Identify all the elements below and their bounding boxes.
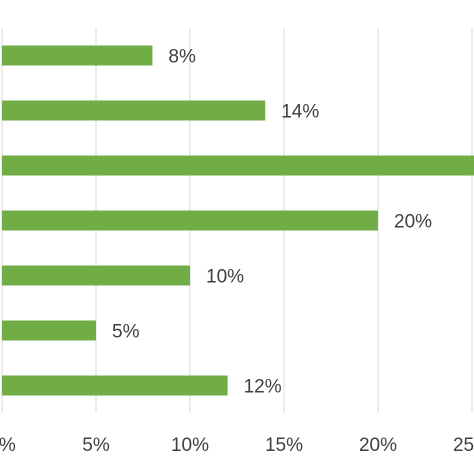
bar <box>2 265 190 286</box>
x-tick-label: 5% <box>82 435 110 456</box>
x-tick-label: 10% <box>171 435 209 456</box>
bar-value-label: 5% <box>112 322 140 343</box>
x-tick-label: 0% <box>0 435 16 456</box>
bar <box>2 375 228 396</box>
bar <box>2 155 474 176</box>
bar-value-label: 8% <box>168 47 196 68</box>
bars <box>2 45 474 396</box>
bar <box>2 45 153 66</box>
bar-value-label: 14% <box>281 102 319 123</box>
x-tick-label: 15% <box>265 435 303 456</box>
bar-value-label: 20% <box>394 212 432 233</box>
x-tick-label: 20% <box>359 435 397 456</box>
bar <box>2 210 378 231</box>
bar-value-label: 10% <box>206 267 244 288</box>
bar-value-label: 12% <box>244 377 282 398</box>
x-tick-label: 25% <box>453 435 474 456</box>
bar <box>2 320 96 341</box>
bar <box>2 100 266 121</box>
data-labels: 8% 14% 20% 10% 5% 12% <box>112 47 432 398</box>
x-axis-ticks: 0% 5% 10% 15% 20% 25% <box>0 435 474 456</box>
